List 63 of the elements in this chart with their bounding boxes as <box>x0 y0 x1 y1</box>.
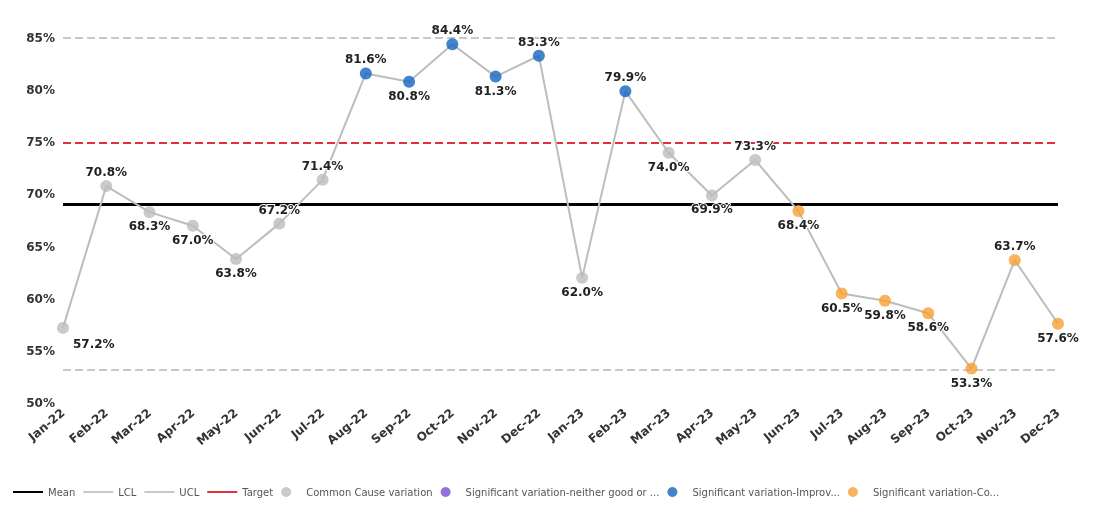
data-label: 68.3% <box>128 219 171 234</box>
legend-label: UCL <box>179 486 200 498</box>
point <box>749 154 762 167</box>
y-tick-label: 55% <box>26 343 55 358</box>
data-label: 62.0% <box>561 284 603 299</box>
data-label: 63.7% <box>993 239 1036 254</box>
data-label: 70.8% <box>85 165 128 180</box>
data-label: 60.5% <box>820 300 863 315</box>
point <box>878 294 891 307</box>
data-label: 80.8% <box>388 88 430 103</box>
legend-label: Significant variation-Co... <box>872 486 1000 498</box>
point <box>619 85 632 98</box>
point <box>576 271 589 284</box>
data-label: 53.3% <box>950 375 993 390</box>
data-label: 79.9% <box>604 70 647 85</box>
point <box>835 287 848 300</box>
data-label: 58.6% <box>907 320 950 335</box>
legend-label: Mean <box>48 486 76 498</box>
point <box>143 206 156 219</box>
data-label: 67.0% <box>171 232 214 247</box>
data-label: 84.4% <box>431 23 474 38</box>
legend-label: Significant variation-neither good or ... <box>465 486 660 498</box>
legend-label: LCL <box>118 486 137 498</box>
data-label: 68.4% <box>777 218 820 233</box>
y-tick-label: 85% <box>26 31 55 45</box>
y-tick-label: 65% <box>26 239 55 254</box>
data-label: 81.6% <box>345 52 387 67</box>
point <box>1052 317 1064 330</box>
point <box>1008 254 1021 267</box>
legend-label: Common Cause variation <box>306 486 433 498</box>
data-label: 74.0% <box>647 159 690 174</box>
y-tick-label: 75% <box>26 135 55 150</box>
point <box>922 307 935 320</box>
y-tick-label: 70% <box>26 187 55 202</box>
data-label: 57.6% <box>1037 330 1079 345</box>
data-label: 71.4% <box>301 158 344 173</box>
data-label: 81.3% <box>474 83 517 98</box>
point <box>705 189 718 202</box>
data-label: 69.9% <box>691 202 733 217</box>
data-label: 67.2% <box>258 202 301 217</box>
data-label: 83.3% <box>518 34 560 49</box>
point <box>403 75 416 88</box>
point <box>965 362 978 375</box>
point <box>186 219 199 232</box>
point <box>100 180 113 193</box>
legend-label: Significant variation-Improv... <box>692 486 840 498</box>
legend-label: Target <box>241 486 274 498</box>
data-label: 59.8% <box>864 307 906 322</box>
point <box>359 67 372 80</box>
point <box>792 205 805 218</box>
point <box>316 173 329 186</box>
point <box>230 253 243 266</box>
data-label: 57.2% <box>73 336 115 351</box>
y-tick-label: 50% <box>26 396 55 410</box>
point <box>57 321 69 334</box>
point <box>662 146 675 159</box>
point <box>446 38 459 51</box>
point <box>273 217 286 230</box>
point <box>532 49 545 62</box>
y-tick-label: 80% <box>26 83 55 98</box>
point <box>489 70 502 83</box>
y-tick-label: 60% <box>26 291 55 306</box>
data-label: 63.8% <box>215 266 257 281</box>
